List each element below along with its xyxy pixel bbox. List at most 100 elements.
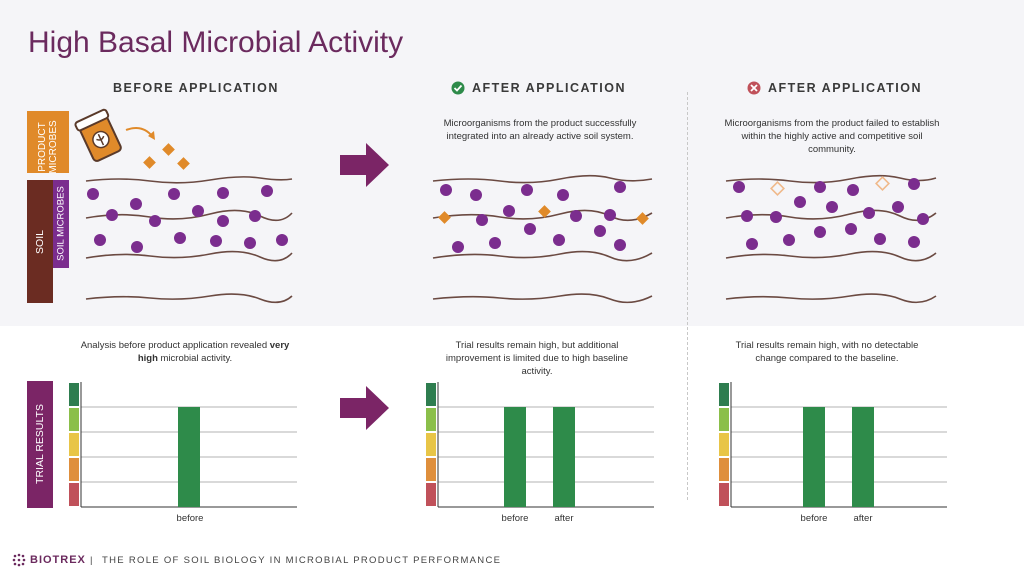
soil-microbe-dot [863,207,875,219]
soil-microbe-dot [594,225,606,237]
soil-microbe-dot [217,215,229,227]
soil-microbes-success [440,181,626,253]
product-microbe-hollow-diamond [770,181,785,196]
soil-microbe-dot [106,209,118,221]
soil-line [85,209,293,222]
soil-line [725,209,937,222]
soil-microbe-dot [733,181,745,193]
chart-tick-label: before [176,513,204,524]
soil-microbe-dot [210,235,222,247]
scale-segment [719,458,729,481]
arrow-results [340,386,389,430]
product-microbes-failure [770,176,890,196]
scene-panel [0,0,1024,326]
soil-microbe-dot [470,189,482,201]
results-description-before: Analysis before product application reve… [80,339,290,365]
scale-segment [69,383,79,406]
bar-after [852,407,874,507]
footer-text: THE ROLE OF SOIL BIOLOGY IN MICROBIAL PR… [102,555,502,566]
soil-microbe-dot [604,209,616,221]
soil-microbe-dot [741,210,753,222]
trial-results-chart-success [426,382,654,508]
soil-microbe-dot [149,215,161,227]
soil-microbe-dot [917,213,929,225]
results-description-success: Trial results remain high, but additiona… [445,340,629,377]
scale-segment [426,483,436,506]
soil-microbe-dot [874,233,886,245]
soil-microbe-dot [746,238,758,250]
soil-microbe-dot [94,234,106,246]
soil-microbe-dot [770,211,782,223]
soil-microbe-dot [521,184,533,196]
soil-microbes-failure [733,178,929,250]
column-heading-after-failure: AFTER APPLICATION [768,81,922,95]
soil-microbe-dot [276,234,288,246]
soil-microbe-dot [249,210,261,222]
soil-microbe-dot [217,187,229,199]
soil-line [432,174,653,184]
scale-segment [426,383,436,406]
trial-results-chart-failure [719,382,947,508]
results-text-part: microbial activity. [157,353,233,364]
chart-tick-label: before [501,513,529,524]
results-description-failure: Trial results remain high, with no detec… [735,340,919,364]
bar-before [504,407,526,507]
soil-microbe-dot [908,236,920,248]
cross-icon [747,81,761,95]
soil-layers-failure [725,174,937,304]
soil-microbe-dot [489,237,501,249]
scene-description-success: Microorganisms from the product successf… [443,118,637,142]
soil-microbe-dot [503,205,515,217]
scale-segment [719,383,729,406]
soil-microbe-dot [524,223,536,235]
soil-line [85,250,293,262]
scale-segment [69,458,79,481]
bar-before [803,407,825,507]
product-microbe-diamond [162,143,175,156]
soil-microbe-dot [826,201,838,213]
scene-description-failure: Microorganisms from the product failed t… [724,118,940,155]
soil-microbe-dot [168,188,180,200]
soil-microbe-dot [908,178,920,190]
soil-line [85,176,293,184]
soil-line [85,293,293,304]
soil-microbe-dot [553,234,565,246]
product-microbe-diamond [143,156,156,169]
product-microbes-label-box [27,111,69,173]
soil-microbe-dot [440,184,452,196]
soil-microbe-dot [87,188,99,200]
soil-microbe-dot [892,201,904,213]
soil-line [432,209,653,222]
soil-microbe-dot [557,189,569,201]
soil-microbe-dot [814,181,826,193]
column-heading-after-success: AFTER APPLICATION [472,81,626,95]
pour-arrow [125,127,153,137]
soil-line [725,174,937,184]
chart-tick-label: before [800,513,828,524]
brand-name: BIOTREX [30,554,86,566]
soil-microbe-dot [476,214,488,226]
footer-separator: | [90,555,93,566]
soil-microbe-dot [261,185,273,197]
soil-line [725,250,937,262]
trial-results-label-box [27,381,53,508]
soil-microbe-dot [847,184,859,196]
product-microbes-before [143,143,190,170]
soil-layers-before [85,176,293,304]
soil-microbe-dot [452,241,464,253]
checkmark-icon [451,81,465,95]
soil-microbes-label-box [53,180,69,268]
soil-label-box [27,180,53,303]
soil-microbe-dot [131,241,143,253]
scale-segment [719,408,729,431]
scale-segment [426,458,436,481]
bar-after [553,407,575,507]
soil-microbe-dot [614,239,626,251]
soil-microbe-dot [130,198,142,210]
trial-results-chart-before [69,382,297,508]
column-heading-before: BEFORE APPLICATION [113,81,279,95]
product-microbe-diamond [438,211,451,224]
pour-arrowhead [148,131,155,140]
product-microbe-hollow-diamond [875,176,890,191]
